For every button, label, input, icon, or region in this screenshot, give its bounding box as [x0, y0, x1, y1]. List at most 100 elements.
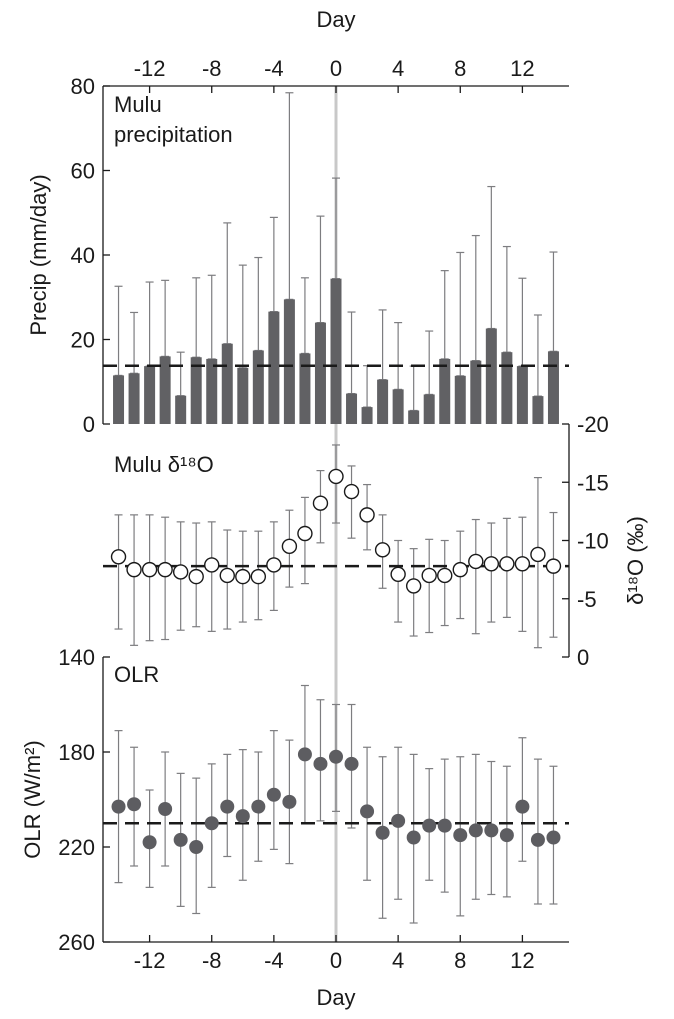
d18o-y-tick-label: 0 — [577, 645, 589, 670]
bottom-x-tick-label: 12 — [510, 948, 534, 973]
olr-y-tick-label: 260 — [58, 930, 95, 955]
d18o-point — [126, 561, 142, 578]
precip-bar — [361, 407, 373, 424]
top-x-tick-label: 8 — [454, 56, 466, 81]
d18o-point — [110, 549, 127, 565]
precip-bar — [206, 358, 218, 424]
olr-point — [406, 830, 421, 845]
precip-bar — [190, 357, 202, 424]
precip-bar — [392, 389, 404, 424]
d18o-point — [219, 567, 235, 584]
olr-point — [468, 823, 483, 838]
precip-bar — [485, 328, 497, 424]
olr-point — [484, 823, 499, 838]
olr-y-tick-label: 140 — [58, 645, 95, 670]
precip-bar — [532, 396, 544, 424]
precip-bar — [516, 366, 528, 424]
precip-bar — [283, 299, 295, 424]
precip-bar — [408, 410, 420, 424]
d18o-point — [328, 468, 344, 485]
precip-bar — [144, 366, 156, 424]
olr-point — [313, 756, 328, 771]
top-x-tick-label: 12 — [510, 56, 534, 81]
olr-point — [360, 804, 375, 819]
d18o-point — [530, 546, 546, 563]
precip-bar — [501, 352, 513, 424]
olr-point — [158, 802, 173, 816]
olr-point — [375, 825, 390, 840]
precip-bar — [221, 343, 233, 424]
olr-panel — [103, 684, 569, 924]
olr-point — [499, 828, 514, 843]
d18o-point — [359, 507, 375, 523]
olr-point — [204, 816, 219, 831]
olr-point — [189, 840, 204, 854]
precip-y-tick-label: 60 — [71, 159, 95, 184]
olr-point — [344, 756, 359, 771]
d18o-y-tick-label: -15 — [577, 470, 609, 495]
olr-point — [530, 832, 545, 847]
d18o-annotation: Mulu δ¹⁸O — [114, 452, 214, 477]
precip-bar — [314, 322, 326, 424]
d18o-point — [421, 567, 437, 584]
bottom-x-tick-label: 4 — [392, 948, 404, 973]
olr-point — [422, 818, 437, 833]
precip-annotation-line2: precipitation — [114, 122, 233, 147]
olr-y-tick-label: 220 — [58, 835, 95, 860]
olr-point — [142, 835, 157, 850]
precip-panel — [103, 92, 569, 424]
olr-point — [297, 747, 312, 762]
d18o-point — [405, 578, 422, 594]
d18o-point — [266, 557, 282, 573]
olr-point — [220, 799, 235, 814]
top-x-tick-label: 4 — [392, 56, 404, 81]
bottom-x-tick-label: 0 — [330, 948, 342, 973]
d18o-point — [281, 538, 298, 555]
d18o-point — [374, 542, 391, 558]
olr-point — [111, 799, 126, 814]
olr-point — [437, 818, 452, 833]
d18o-point — [235, 568, 251, 585]
d18o-y-tick-label: -5 — [577, 587, 597, 612]
precip-bar — [377, 379, 389, 424]
precip-bar — [346, 393, 358, 424]
bottom-x-tick-label: 8 — [454, 948, 466, 973]
precip-bar — [299, 353, 311, 424]
olr-point — [453, 828, 468, 843]
precip-y-tick-label: 20 — [71, 328, 95, 353]
d18o-point — [514, 556, 531, 572]
d18o-point — [468, 553, 484, 570]
precip-y-tick-label: 40 — [71, 243, 95, 268]
top-x-tick-label: -4 — [264, 56, 284, 81]
precip-y-tick-label: 0 — [83, 412, 95, 437]
olr-point — [173, 832, 188, 847]
d18o-point — [452, 561, 468, 578]
top-x-tick-label: -8 — [202, 56, 222, 81]
olr-point — [515, 799, 530, 814]
olr-annotation: OLR — [114, 662, 159, 687]
precip-annotation-line1: Mulu — [114, 92, 162, 117]
d18o-y-tick-label: -20 — [577, 412, 609, 437]
d18o-point — [499, 556, 515, 572]
d18o-point — [483, 556, 500, 572]
d18o-point — [250, 568, 267, 585]
olr-point — [127, 797, 142, 812]
olr-point — [235, 809, 250, 824]
precip-bar — [439, 358, 451, 424]
d18o-y-axis-title: δ¹⁸O (‰) — [623, 516, 648, 605]
precip-bar — [237, 367, 249, 424]
precip-bar — [454, 375, 466, 424]
olr-point — [391, 813, 406, 828]
d18o-panel — [103, 444, 569, 649]
d18o-point — [343, 483, 360, 500]
olr-point — [266, 787, 281, 802]
precip-bar — [330, 278, 342, 424]
d18o-point — [437, 567, 453, 584]
olr-point — [251, 799, 266, 814]
precip-bar — [159, 356, 171, 424]
d18o-point — [141, 561, 158, 578]
bottom-x-tick-label: -12 — [134, 948, 166, 973]
bottom-x-tick-label: -8 — [202, 948, 222, 973]
